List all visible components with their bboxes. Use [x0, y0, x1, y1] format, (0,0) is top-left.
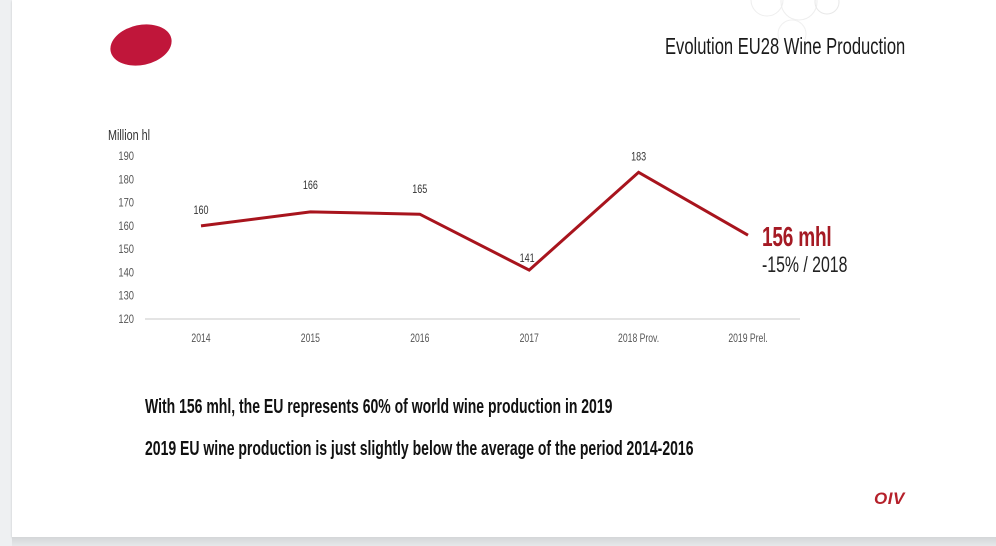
- slide-title: Evolution EU28 Wine Production: [665, 33, 906, 59]
- highlight-value: 156 mhl: [762, 221, 832, 252]
- y-tick-label: 120: [118, 313, 134, 326]
- x-tick-label: 2016: [410, 333, 429, 346]
- data-label: 160: [193, 204, 208, 218]
- y-tick-label: 130: [118, 290, 134, 303]
- x-tick-label: 2014: [191, 333, 210, 346]
- data-label: 183: [631, 150, 646, 164]
- x-tick-label: 2018 Prov.: [618, 333, 659, 346]
- data-label: 166: [303, 179, 318, 193]
- y-tick-label: 180: [118, 173, 134, 186]
- series-line-eu28: [200, 170, 749, 272]
- oiv-logo-blob-icon: [110, 24, 172, 66]
- x-tick-label: 2019 Prel.: [728, 333, 767, 346]
- y-tick-label: 190: [118, 150, 134, 163]
- data-label: 165: [412, 183, 427, 197]
- x-tick-label: 2017: [520, 333, 539, 346]
- data-label: 141: [520, 252, 535, 266]
- slide: [12, 0, 996, 537]
- y-tick-label: 160: [118, 220, 134, 233]
- decorative-circles-icon: [750, 0, 840, 40]
- y-tick-label: 150: [118, 243, 134, 256]
- statement-2: 2019 EU wine production is just slightly…: [145, 438, 694, 460]
- oiv-brand-logo: OIV: [874, 489, 905, 508]
- highlight-change: -15% / 2018: [762, 252, 848, 277]
- statement-1: With 156 mhl, the EU represents 60% of w…: [145, 396, 613, 418]
- y-tick-label: 170: [118, 197, 134, 210]
- bottom-edge: [12, 537, 996, 546]
- x-tick-label: 2015: [301, 333, 320, 346]
- y-axis-label: Million hl: [108, 127, 151, 144]
- y-tick-label: 140: [118, 266, 134, 279]
